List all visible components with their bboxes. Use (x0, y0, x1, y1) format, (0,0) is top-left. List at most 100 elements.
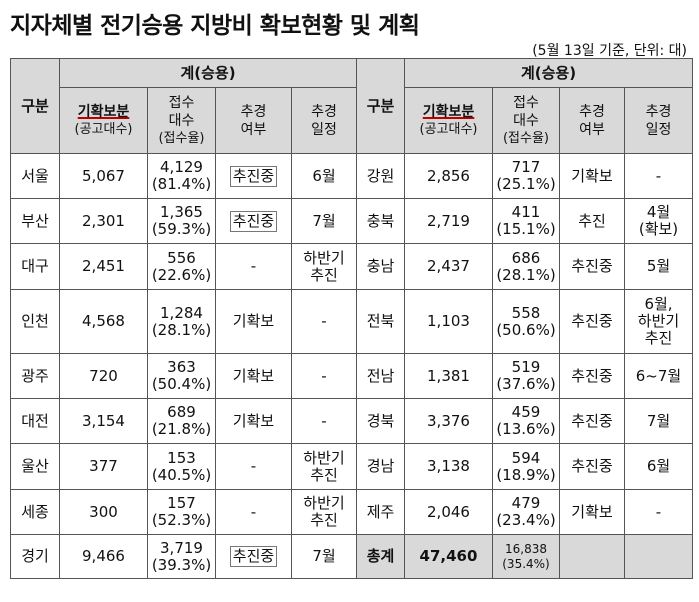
sched-line: 6월 (646, 457, 671, 475)
applied-cell: 459 (13.6%) (492, 398, 560, 444)
sched-line: 7월 (312, 547, 336, 565)
applied-rate: (28.1%) (151, 320, 212, 339)
budget-cell: 2,301 (59, 198, 148, 244)
table-row: 경기 9,466 3,719 (39.3%) 추진중 7월 총계 47,460 1… (10, 534, 693, 579)
applied-count: 459 (511, 403, 541, 421)
applied-rate: (40.5%) (151, 465, 212, 484)
applied-cell: 1,284 (28.1%) (147, 289, 216, 354)
applied-rate: (23.4%) (496, 511, 556, 529)
table-row: 인천 4,568 1,284 (28.1%) 기확보 - 전북 1,103 558… (10, 289, 693, 354)
sched-line: 하반기 (303, 448, 345, 467)
region-cell: 전남 (356, 353, 405, 399)
total-applied-count: 16,838 (505, 541, 547, 556)
header-supp-l2: 여부 (240, 121, 267, 138)
sched-line: - (321, 312, 327, 330)
applied-rate: (81.4%) (151, 175, 212, 193)
applied-rate: (59.3%) (151, 220, 212, 238)
applied-rate: (25.1%) (496, 175, 556, 193)
header-applied-l2: 대수 (513, 112, 539, 129)
sched-cell: 6월 (291, 153, 357, 199)
applied-count: 519 (511, 358, 541, 376)
header-region: 구분 (356, 58, 405, 154)
supp-cell: - (215, 443, 292, 490)
sched-cell: 하반기 추진 (291, 443, 357, 490)
header-supp-l1: 추경 (579, 103, 605, 120)
total-budget: 47,460 (404, 534, 493, 579)
applied-count: 157 (167, 494, 196, 512)
budget-cell: 1,381 (404, 353, 493, 399)
sched-line: (확보) (638, 220, 679, 238)
region-cell: 경남 (356, 443, 405, 490)
applied-cell: 686 (28.1%) (492, 243, 560, 290)
header-sched-l2: 일정 (645, 121, 672, 138)
budget-cell: 2,046 (404, 489, 493, 535)
applied-count: 479 (511, 494, 541, 512)
region-cell: 부산 (10, 198, 60, 244)
applied-cell: 157 (52.3%) (147, 489, 216, 535)
table-row: 광주 720 363 (50.4%) 기확보 - 전남 1,381 519 (37.… (10, 353, 693, 399)
applied-cell: 594 (18.9%) (492, 443, 560, 490)
supp-cell: 추진중 (215, 198, 292, 244)
applied-count: 1,365 (160, 203, 203, 221)
sched-line: 6월, (644, 295, 673, 313)
header-group: 계(승용) (404, 58, 693, 88)
applied-count: 689 (167, 403, 196, 421)
supp-cell: 추진중 (559, 243, 625, 290)
applied-cell: 556 (22.6%) (147, 243, 216, 290)
unit-note: (5월 13일 기준, 단위: 대) (532, 43, 687, 59)
region-cell: 대구 (10, 243, 60, 290)
budget-cell: 2,437 (404, 243, 493, 290)
supp-cell: 추진중 (215, 153, 292, 199)
region-cell: 울산 (10, 443, 60, 490)
applied-cell: 689 (21.8%) (147, 398, 216, 444)
applied-rate: (28.1%) (496, 265, 556, 284)
applied-count: 411 (511, 203, 541, 221)
applied-count: 4,129 (160, 158, 203, 176)
header-supp-l1: 추경 (240, 103, 267, 120)
applied-rate: (21.8%) (151, 420, 212, 438)
header-supp: 추경 여부 (215, 87, 292, 154)
page-title: 지자체별 전기승용 지방비 확보현황 및 계획 (10, 13, 420, 39)
sched-line: 7월 (646, 411, 671, 430)
budget-cell: 9,466 (59, 534, 148, 579)
supp-cell: 추진중 (559, 443, 625, 490)
sched-line: 추진 (644, 329, 673, 347)
header-applied-l1: 접수 (513, 94, 539, 111)
header-budget-sub: (공고대수) (74, 121, 133, 137)
header-row-2: 기확보분 (공고대수) 접수 대수 (접수율) 추경 여부 추경 일정 기확보분 (공고대수… (11, 87, 693, 154)
sched-line: 4월 (646, 203, 671, 221)
supp-cell: 추진 (559, 198, 625, 244)
total-applied: 16,838 (35.4%) (492, 534, 560, 579)
sched-line: 추진 (310, 511, 338, 529)
region-cell: 세종 (10, 489, 60, 535)
applied-cell: 153 (40.5%) (147, 443, 216, 490)
header-sched-l2: 일정 (311, 121, 337, 138)
sched-cell: - (624, 153, 693, 199)
sched-cell: 4월 (확보) (624, 198, 693, 244)
applied-rate: (22.6%) (151, 265, 212, 284)
sched-line: 하반기 (303, 248, 345, 267)
applied-rate: (15.1%) (496, 220, 556, 238)
sched-line: 하반기 (637, 312, 680, 330)
sched-cell: 하반기 추진 (291, 489, 357, 535)
header-group: 계(승용) (59, 58, 357, 88)
table-row: 울산 377 153 (40.5%) - 하반기 추진 경남 3,138 594 (1… (10, 443, 693, 490)
header-budget-main: 기확보분 (422, 103, 475, 120)
budget-cell: 377 (59, 443, 148, 490)
applied-rate: (50.6%) (496, 320, 556, 339)
applied-count: 686 (511, 248, 541, 267)
supp-cell: 기확보 (215, 289, 292, 354)
header-sched: 추경 일정 (624, 87, 693, 154)
sched-cell: - (291, 289, 357, 354)
sched-line: 6~7월 (635, 366, 682, 385)
applied-cell: 479 (23.4%) (492, 489, 560, 535)
sched-cell: - (291, 353, 357, 399)
sched-cell: 6월 (624, 443, 693, 490)
region-cell: 경기 (10, 534, 60, 579)
region-cell: 전북 (356, 289, 405, 354)
sched-line: 6월 (312, 166, 336, 185)
supp-cell: 추진중 (559, 398, 625, 444)
header-applied: 접수 대수 (접수율) (492, 87, 560, 154)
budget-cell: 2,451 (59, 243, 148, 290)
header-supp: 추경 여부 (559, 87, 625, 154)
